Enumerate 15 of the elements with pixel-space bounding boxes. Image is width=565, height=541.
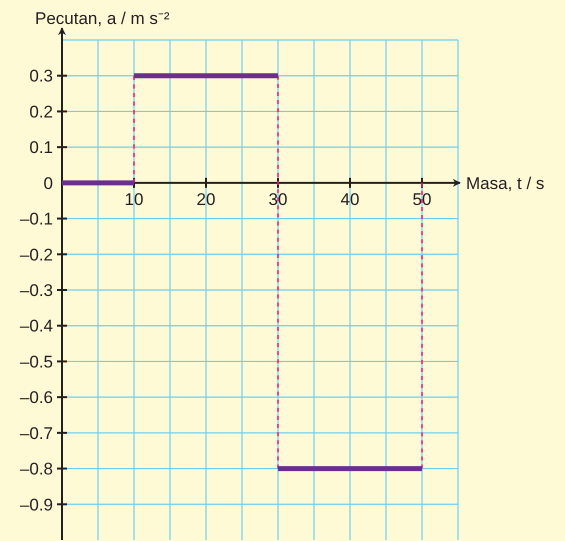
y-tick-label: –0.2 (20, 245, 53, 264)
y-tick-label: 0.3 (29, 66, 53, 86)
y-tick-label: –0.1 (20, 210, 53, 229)
y-tick-label: –0.6 (20, 388, 53, 408)
y-tick-label: 0.1 (29, 138, 53, 158)
y-tick-label: –0.7 (20, 424, 53, 443)
y-tick-label: 0 (44, 174, 53, 193)
y-tick-label: –0.5 (20, 352, 53, 372)
y-tick-label: –0.9 (20, 495, 53, 514)
y-tick-label: 0.2 (29, 102, 53, 122)
y-axis-title: Pecutan, a / m s⁻² (35, 9, 170, 28)
x-axis-title: Masa, t / s (466, 174, 544, 193)
y-tick-label: –0.8 (20, 460, 53, 479)
y-tick-label: –0.3 (20, 281, 53, 300)
y-tick-label: –0.4 (20, 316, 53, 336)
